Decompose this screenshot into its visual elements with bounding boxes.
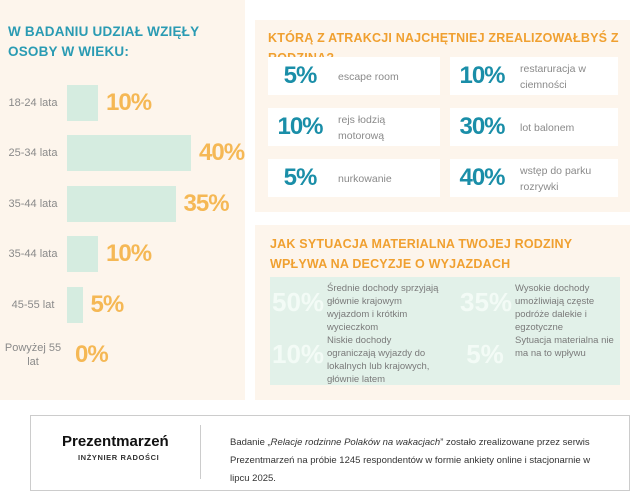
finance-value: 5% bbox=[466, 339, 504, 369]
bar bbox=[67, 185, 176, 222]
attraction-value: 5% bbox=[283, 164, 318, 191]
finance-value: 50% bbox=[272, 287, 325, 317]
bar bbox=[67, 236, 98, 273]
finance-label: Sytuacja materialna nie ma na to wpływu bbox=[515, 335, 614, 359]
category-label: 35-44 lata bbox=[8, 197, 58, 210]
finance-label: Średnie dochody sprzyjają głównie krajow… bbox=[327, 283, 439, 333]
finance-value: 10% bbox=[272, 339, 325, 369]
footer-text: Badanie „Relacje rodzinne Polaków na wak… bbox=[230, 434, 610, 488]
value-label: 5% bbox=[90, 290, 125, 318]
category-label: 45-55 lat bbox=[11, 298, 55, 311]
attraction-label: lot balonem bbox=[520, 122, 575, 134]
attraction-value: 40% bbox=[459, 164, 505, 191]
finance-label: Niskie dochody ograniczają wyjazdy do lo… bbox=[327, 335, 430, 385]
category-label: 25-34 lata bbox=[8, 147, 58, 160]
logo: Prezentmarzeń bbox=[62, 433, 169, 450]
attraction-label: nurkowanie bbox=[338, 173, 392, 185]
category-label: 35-44 lata bbox=[8, 248, 58, 261]
attraction-card bbox=[268, 57, 440, 95]
value-label: 35% bbox=[183, 189, 230, 217]
attraction-label: restaruracja w ciemności bbox=[520, 63, 586, 91]
value-label: 10% bbox=[106, 89, 152, 116]
attraction-value: 5% bbox=[283, 62, 318, 89]
value-label: 0% bbox=[75, 341, 109, 368]
bar bbox=[67, 286, 83, 323]
attraction-card bbox=[450, 108, 618, 146]
tagline: INŻYNIER RADOŚCI bbox=[78, 453, 160, 462]
attraction-value: 10% bbox=[277, 113, 323, 140]
footer-text-italic: Relacje rodzinne Polaków na wakacjach bbox=[270, 437, 441, 448]
attraction-card bbox=[268, 108, 440, 146]
category-label: Powyżej 55 lat bbox=[4, 342, 62, 368]
category-label: 18-24 lata bbox=[8, 97, 58, 109]
bar bbox=[67, 85, 98, 121]
footer-text-suffix: ” zostało zrealizowane przez serwis Prez… bbox=[230, 437, 591, 484]
footer-divider bbox=[200, 425, 201, 479]
footer-text-prefix: Badanie „ bbox=[230, 437, 271, 448]
value-label: 10% bbox=[106, 240, 152, 268]
value-label: 40% bbox=[199, 139, 245, 167]
attraction-value: 10% bbox=[459, 62, 505, 89]
attraction-card bbox=[450, 159, 618, 197]
attraction-label: rejs łodzią motorową bbox=[338, 114, 386, 142]
attraction-card bbox=[268, 159, 440, 197]
attraction-label: wstęp do parku rozrywki bbox=[520, 165, 592, 193]
finances-box bbox=[270, 277, 620, 385]
age-chart: 18-24 lata 10% 25-34 lata 40% 35-44 lata 35% 3… bbox=[0, 0, 245, 400]
attraction-value: 30% bbox=[459, 113, 505, 140]
finance-value: 35% bbox=[460, 287, 513, 317]
attraction-label: escape room bbox=[338, 71, 399, 83]
age-title: W BADANIU UDZIAŁ WZIĘŁY OSOBY W WIEKU: bbox=[8, 24, 200, 59]
bar bbox=[67, 135, 191, 172]
finance-label: Wysokie dochody umożliwiają częste podró… bbox=[515, 283, 595, 333]
attraction-card bbox=[450, 57, 618, 95]
